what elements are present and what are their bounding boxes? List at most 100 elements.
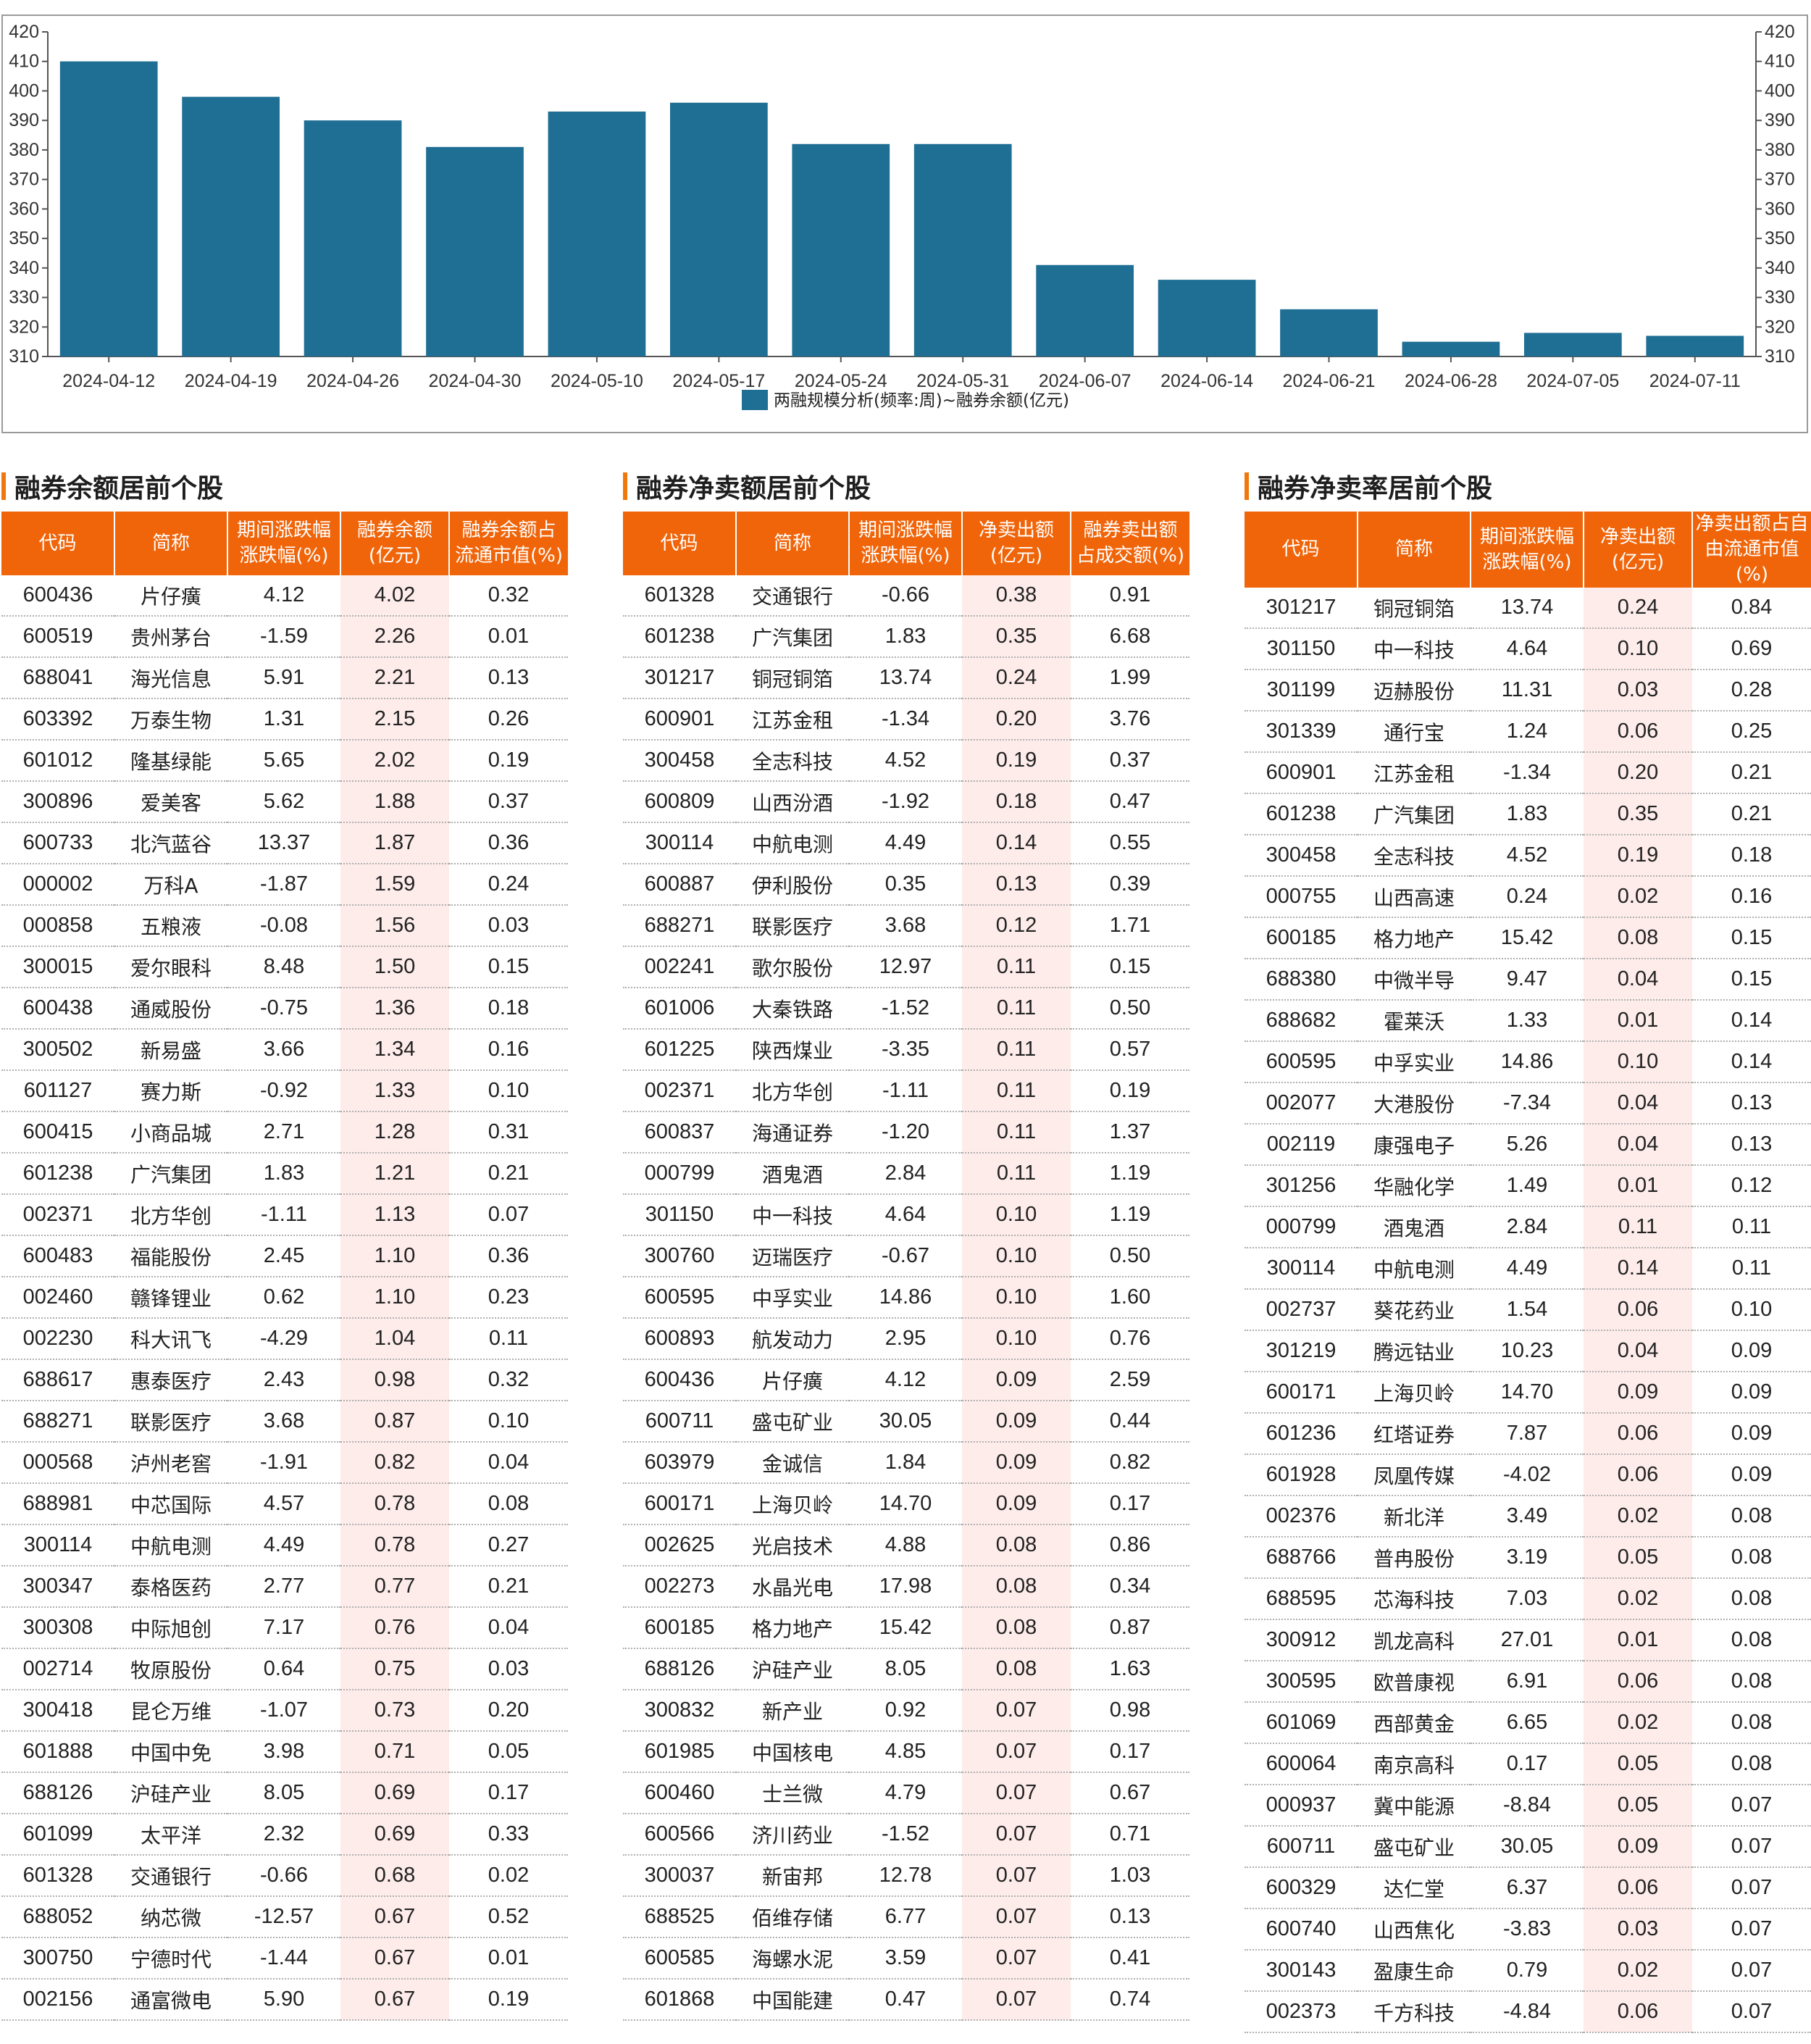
table-cell: 4.88 xyxy=(849,1524,962,1567)
table-cell: 600329 xyxy=(1245,1867,1358,1909)
table-cell: 1.71 xyxy=(1071,905,1189,947)
table-cell: 腾远钴业 xyxy=(1358,1330,1471,1372)
table-cell: 1.54 xyxy=(1471,1289,1584,1331)
table-row: 300114 中航电测 4.49 0.78 0.27 xyxy=(1,1524,568,1567)
table-cell: 广汽集团 xyxy=(736,616,849,658)
table-cell: 2.15 xyxy=(340,698,449,741)
table-title: 融券余额居前个股 xyxy=(1,461,568,512)
table-cell: 600436 xyxy=(623,1359,736,1401)
table-cell: 0.11 xyxy=(449,1318,568,1360)
x-tick-label: 2024-07-05 xyxy=(1526,371,1619,391)
table-cell: 0.11 xyxy=(962,1111,1071,1154)
table-cell: 0.17 xyxy=(1071,1483,1189,1525)
table-cell: 0.16 xyxy=(449,1029,568,1071)
table-cell: 1.19 xyxy=(1071,1194,1189,1236)
table-cell: 1.33 xyxy=(1471,1000,1584,1042)
table-cell: 中国能建 xyxy=(736,1979,849,2021)
table-cell: 牧原股份 xyxy=(114,1648,227,1690)
table-cell: 通富微电 xyxy=(114,1979,227,2021)
table-cell: 300143 xyxy=(1245,1950,1358,1992)
table-cell: 600711 xyxy=(1245,1826,1358,1868)
table-cell: 1.19 xyxy=(1071,1153,1189,1195)
table-cell: 0.24 xyxy=(962,657,1071,699)
table-row: 301339 通行宝 1.24 0.06 0.25 xyxy=(1245,711,1811,753)
table-cell: 600809 xyxy=(623,781,736,823)
table-cell: 中航电测 xyxy=(736,822,849,864)
table-cell: 2.95 xyxy=(849,1318,962,1360)
table-cell: 5.65 xyxy=(227,740,340,782)
table-cell: 0.14 xyxy=(1692,1000,1811,1042)
x-tick-label: 2024-04-12 xyxy=(62,371,155,391)
table-cell: 0.07 xyxy=(1692,1867,1811,1909)
table-cell: 2.26 xyxy=(340,616,449,658)
table-cell: 0.10 xyxy=(1584,628,1692,670)
table-cell: 0.06 xyxy=(1584,1454,1692,1496)
column-header: 代码 xyxy=(1245,512,1358,588)
y-tick-label-left: 420 xyxy=(9,22,39,42)
table-cell: 601012 xyxy=(1,740,114,782)
table-cell: 4.57 xyxy=(227,1483,340,1525)
table-cell: 0.17 xyxy=(1071,1731,1189,1773)
table-cell: 301256 xyxy=(1245,1165,1358,1207)
panel-short-balance: 融券余额居前个股 代码 简称 期间涨跌幅 涨跌幅(%) 融券余额 (亿元) 融券余额占 流通市值… xyxy=(1,461,568,2021)
table-row: 600436 片仔癀 4.12 4.02 0.32 xyxy=(1,575,568,617)
table-cell: 0.02 xyxy=(1584,1950,1692,1992)
table-cell: 6.91 xyxy=(1471,1661,1584,1703)
table-cell: 0.39 xyxy=(1071,864,1189,906)
table-row: 002273 水晶光电 17.98 0.08 0.34 xyxy=(623,1566,1189,1608)
table-cell: 0.07 xyxy=(962,1896,1071,1938)
bar xyxy=(1646,335,1744,356)
table-row: 600185 格力地产 15.42 0.08 0.15 xyxy=(1245,917,1811,959)
table-cell: 0.19 xyxy=(449,1979,568,2021)
table-row: 600837 海通证券 -1.20 0.11 1.37 xyxy=(623,1111,1189,1154)
table-row: 688271 联影医疗 3.68 0.87 0.10 xyxy=(1,1401,568,1443)
table-cell: 601888 xyxy=(1,1731,114,1773)
table-cell: 002373 xyxy=(1245,1991,1358,2033)
legend-label: 两融规模分析(频率:周)~融券余额(亿元) xyxy=(774,391,1069,410)
table-cell: 000755 xyxy=(1245,876,1358,918)
table-cell: 0.02 xyxy=(1584,1496,1692,1538)
table-cell: 五粮液 xyxy=(114,905,227,947)
table-cell: 30.05 xyxy=(1471,1826,1584,1868)
table-cell: 301150 xyxy=(623,1194,736,1236)
table-row: 601985 中国核电 4.85 0.07 0.17 xyxy=(623,1731,1189,1773)
table-cell: 0.07 xyxy=(962,1979,1071,2021)
table-cell: 600185 xyxy=(1245,917,1358,959)
table-cell: -0.67 xyxy=(849,1235,962,1277)
table-cell: 0.76 xyxy=(340,1607,449,1649)
table-cell: 水晶光电 xyxy=(736,1566,849,1608)
table-cell: 1.84 xyxy=(849,1442,962,1484)
table-cell: 0.09 xyxy=(1692,1330,1811,1372)
table-cell: 7.17 xyxy=(227,1607,340,1649)
table-cell: 688682 xyxy=(1245,1000,1358,1042)
bar xyxy=(1036,264,1134,356)
table-cell: 盛屯矿业 xyxy=(1358,1826,1471,1868)
table-cell: 0.73 xyxy=(340,1690,449,1732)
column-header: 简称 xyxy=(736,512,850,575)
table-cell: -1.34 xyxy=(1471,752,1584,794)
bar xyxy=(426,146,524,356)
table-cell: 301217 xyxy=(1245,588,1358,629)
table-row: 002119 康强电子 5.26 0.04 0.13 xyxy=(1245,1124,1811,1166)
table-cell: 科大讯飞 xyxy=(114,1318,227,1360)
table-cell: 0.08 xyxy=(1584,917,1692,959)
table-cell: 0.07 xyxy=(1692,1909,1811,1951)
table-cell: 0.09 xyxy=(1692,1454,1811,1496)
table-cell: 300037 xyxy=(623,1855,736,1897)
table-cell: 0.11 xyxy=(1584,1206,1692,1248)
table-cell: 0.08 xyxy=(1692,1578,1811,1620)
table-cell: 5.90 xyxy=(227,1979,340,2021)
table-cell: -1.11 xyxy=(227,1194,340,1236)
table-cell: 6.68 xyxy=(1071,616,1189,658)
table-cell: 0.37 xyxy=(1071,740,1189,782)
table-cell: 4.12 xyxy=(849,1359,962,1401)
table-cell: 0.06 xyxy=(1584,1991,1692,2033)
table-cell: 600566 xyxy=(623,1814,736,1856)
table-row: 688126 沪硅产业 8.05 0.08 1.63 xyxy=(623,1648,1189,1690)
table-cell: 0.18 xyxy=(1692,835,1811,877)
y-tick-label-right: 400 xyxy=(1765,80,1795,101)
table-row: 600171 上海贝岭 14.70 0.09 0.17 xyxy=(623,1483,1189,1525)
table-cell: 赛力斯 xyxy=(114,1070,227,1112)
table-cell: 0.01 xyxy=(1584,1619,1692,1661)
table-cell: 27.01 xyxy=(1471,1619,1584,1661)
